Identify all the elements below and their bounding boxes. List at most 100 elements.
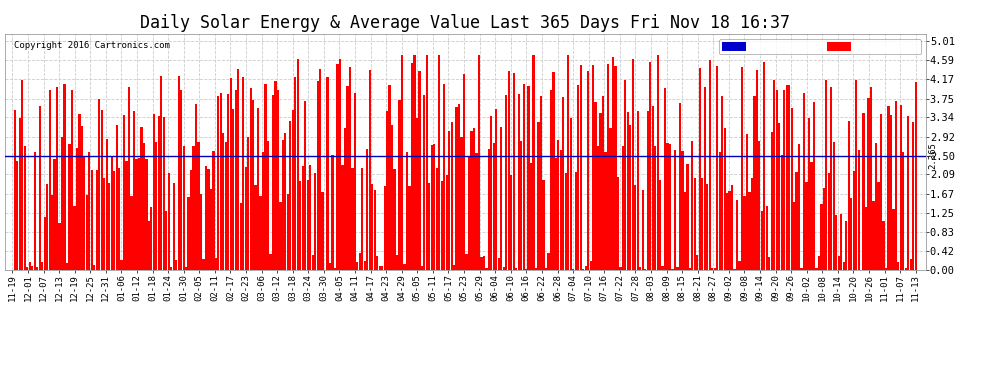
Bar <box>468 156 470 270</box>
Text: Copyright 2016 Cartronics.com: Copyright 2016 Cartronics.com <box>14 41 170 50</box>
Bar <box>770 132 773 270</box>
Bar <box>905 268 907 270</box>
Bar <box>554 158 557 270</box>
Bar <box>625 80 627 270</box>
Bar <box>205 165 207 270</box>
Bar <box>755 70 758 270</box>
Bar <box>68 144 70 270</box>
Bar <box>187 197 190 270</box>
Bar <box>760 211 763 270</box>
Title: Daily Solar Energy & Average Value Last 365 Days Fri Nov 18 16:37: Daily Solar Energy & Average Value Last … <box>141 14 790 32</box>
Bar <box>413 55 416 270</box>
Bar <box>101 110 103 270</box>
Bar <box>912 122 915 270</box>
Bar <box>455 106 457 270</box>
Bar <box>528 86 530 270</box>
Bar <box>706 184 709 270</box>
Bar <box>36 267 39 270</box>
Bar <box>671 269 673 270</box>
Bar <box>592 65 594 270</box>
Bar <box>411 63 413 270</box>
Bar <box>503 267 505 270</box>
Bar <box>439 55 441 270</box>
Bar <box>34 152 36 270</box>
Bar <box>361 168 363 270</box>
Bar <box>215 258 217 270</box>
Bar <box>157 116 160 270</box>
Bar <box>543 180 545 270</box>
Bar <box>857 150 859 270</box>
Bar <box>597 146 599 270</box>
Bar <box>175 260 177 270</box>
Bar <box>681 151 683 270</box>
Bar <box>630 124 632 270</box>
Bar <box>872 201 874 270</box>
Bar <box>510 175 513 270</box>
Bar <box>540 96 543 270</box>
Bar <box>806 182 808 270</box>
Bar <box>811 162 813 270</box>
Bar <box>138 158 140 270</box>
Bar <box>66 263 68 270</box>
Bar <box>669 144 671 270</box>
Bar <box>29 262 31 270</box>
Bar <box>96 171 98 270</box>
Bar <box>230 78 232 270</box>
Bar <box>396 255 398 270</box>
Bar <box>243 78 245 270</box>
Bar <box>686 164 688 270</box>
Bar <box>701 178 704 270</box>
Bar <box>106 139 108 270</box>
Bar <box>314 173 316 270</box>
Bar <box>557 140 559 270</box>
Bar <box>549 90 552 270</box>
Bar <box>651 106 653 270</box>
Bar <box>126 161 128 270</box>
Bar <box>294 77 296 270</box>
Bar <box>739 261 741 270</box>
Bar <box>704 87 706 270</box>
Bar <box>337 64 339 270</box>
Bar <box>775 90 778 270</box>
Bar <box>587 71 589 270</box>
Bar <box>488 149 490 270</box>
Bar <box>177 76 180 270</box>
Bar <box>238 69 240 270</box>
Bar <box>579 66 582 270</box>
Bar <box>155 142 157 270</box>
Bar <box>515 268 518 270</box>
Bar <box>463 74 465 270</box>
Bar <box>83 156 85 270</box>
Bar <box>887 106 890 270</box>
Bar <box>63 84 65 270</box>
Bar <box>264 84 266 270</box>
Bar <box>162 117 165 270</box>
Bar <box>661 267 663 270</box>
Bar <box>520 141 523 270</box>
Bar <box>254 185 256 270</box>
Bar <box>167 172 170 270</box>
Bar <box>523 84 525 270</box>
Bar <box>470 131 472 270</box>
Bar <box>808 118 810 270</box>
Bar <box>46 184 49 270</box>
Bar <box>711 268 714 270</box>
Bar <box>862 112 864 270</box>
Bar <box>763 62 765 270</box>
Bar <box>86 195 88 270</box>
Bar <box>465 254 467 270</box>
Bar <box>225 142 227 270</box>
Bar <box>691 141 693 270</box>
Bar <box>475 153 477 270</box>
Bar <box>826 80 828 270</box>
Bar <box>388 85 391 270</box>
Bar <box>220 93 222 270</box>
Bar <box>584 267 587 270</box>
Bar <box>674 150 676 270</box>
Bar <box>753 96 755 270</box>
Bar <box>81 126 83 270</box>
Bar <box>421 266 423 270</box>
Bar <box>312 255 314 270</box>
Bar <box>190 170 192 270</box>
Bar <box>714 268 716 270</box>
